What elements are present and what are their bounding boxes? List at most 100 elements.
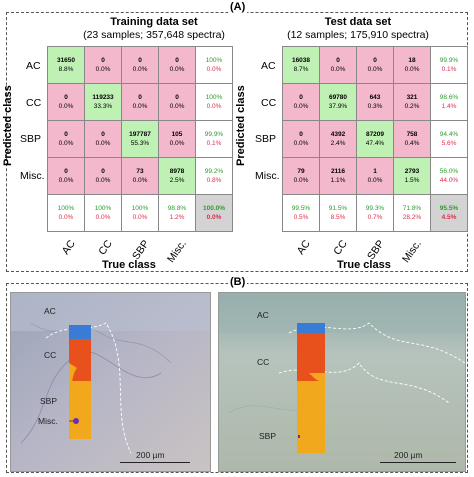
cell-primary-value: 99.5% [291, 205, 311, 212]
cell-secondary-value: 0.0% [206, 103, 222, 110]
training-cell-r2-c1: 0 0.0% [85, 121, 121, 157]
cell-secondary-value: 5.6% [441, 140, 457, 147]
cell-primary-value: 321 [406, 94, 418, 101]
test-subtitle: (12 samples; 175,910 spectra) [287, 29, 429, 41]
left-scale-label: 200 µm [136, 450, 165, 460]
cell-secondary-value: 0.0% [367, 177, 383, 184]
cell-secondary-value: 0.0% [330, 66, 346, 73]
cell-primary-value: 73 [136, 168, 144, 175]
cell-primary-value: 100% [131, 205, 149, 212]
test-cell-r4-c3: 71.8% 28.2% [394, 195, 430, 231]
cell-secondary-value: 0.0% [95, 140, 111, 147]
cell-primary-value: 0 [101, 131, 105, 138]
cell-primary-value: 0 [175, 57, 179, 64]
training-cell-r0-c0: 31650 8.8% [48, 47, 84, 83]
left-micrograph [10, 292, 211, 472]
training-confusion-matrix: 31650 8.8% 0 0.0% 0 0.0% 0 0.0% 100% 0.0% 0 0.0% 119… [47, 46, 233, 232]
left-scale-bar [120, 462, 190, 463]
training-cell-r3-c3: 8978 2.5% [159, 158, 195, 194]
cell-primary-value: 100.0% [202, 205, 226, 212]
right-micrograph-image [219, 293, 465, 471]
training-cell-r4-c4: 100.0% 0.0% [196, 195, 232, 231]
training-subtitle: (23 samples; 357,648 spectra) [83, 29, 225, 41]
cell-secondary-value: 0.5% [293, 214, 309, 221]
cell-secondary-value: 0.1% [206, 140, 222, 147]
cell-primary-value: 0 [299, 94, 303, 101]
cell-primary-value: 119233 [92, 94, 114, 101]
test-cell-r1-c3: 321 0.2% [394, 84, 430, 120]
test-cell-r0-c2: 0 0.0% [357, 47, 393, 83]
test-row-label-cc: CC [261, 97, 277, 109]
cell-primary-value: 71.8% [402, 205, 422, 212]
right-scale-bar [380, 462, 456, 463]
left-micrograph-image [11, 293, 210, 471]
cell-secondary-value: 0.3% [367, 103, 383, 110]
cell-secondary-value: 0.0% [169, 103, 185, 110]
cell-primary-value: 643 [369, 94, 381, 101]
training-cell-r1-c0: 0 0.0% [48, 84, 84, 120]
test-ylabel: Predicted class [235, 85, 247, 166]
cell-secondary-value: 0.0% [58, 103, 74, 110]
test-confusion-matrix: 16038 8.7% 0 0.0% 0 0.0% 18 0.0% 99.9% 0.1% 0 0.0% 6… [282, 46, 468, 232]
cell-primary-value: 2116 [330, 168, 346, 175]
cell-primary-value: 0 [64, 94, 68, 101]
training-cell-r4-c0: 100% 0.0% [48, 195, 84, 231]
cell-primary-value: 0 [175, 94, 179, 101]
cell-secondary-value: 47.4% [365, 140, 385, 147]
right-label-ac: AC [257, 310, 269, 320]
training-cell-r3-c2: 73 0.0% [122, 158, 158, 194]
test-cell-r1-c2: 643 0.3% [357, 84, 393, 120]
cell-secondary-value: 0.0% [58, 140, 74, 147]
cell-primary-value: 94.4% [439, 131, 459, 138]
cell-primary-value: 18 [408, 57, 416, 64]
training-row-label-ac: AC [26, 60, 41, 72]
training-row-label-sbp: SBP [20, 133, 42, 145]
training-cell-r2-c2: 197787 55.3% [122, 121, 158, 157]
test-cell-r4-c4: 95.5% 4.5% [431, 195, 467, 231]
cell-primary-value: 100% [94, 205, 112, 212]
cell-primary-value: 0 [101, 168, 105, 175]
cell-secondary-value: 2.5% [169, 177, 185, 184]
map-misc-region [73, 418, 79, 424]
cell-primary-value: 31650 [56, 57, 76, 64]
cell-secondary-value: 0.0% [169, 140, 185, 147]
test-cell-r4-c0: 99.5% 0.5% [283, 195, 319, 231]
test-cell-r1-c4: 98.6% 1.4% [431, 84, 467, 120]
test-cell-r4-c2: 99.3% 0.7% [357, 195, 393, 231]
training-cell-r0-c2: 0 0.0% [122, 47, 158, 83]
cell-primary-value: 99.2% [204, 168, 224, 175]
left-label-misc: Misc. [38, 416, 58, 426]
training-cell-r0-c1: 0 0.0% [85, 47, 121, 83]
cell-primary-value: 98.6% [439, 94, 459, 101]
cell-primary-value: 99.9% [204, 131, 224, 138]
cell-primary-value: 100% [205, 57, 223, 64]
cell-primary-value: 99.9% [439, 57, 459, 64]
training-row-label-misc: Misc. [20, 170, 45, 182]
training-cell-r0-c3: 0 0.0% [159, 47, 195, 83]
cell-secondary-value: 33.3% [93, 103, 113, 110]
cell-primary-value: 95.5% [439, 205, 459, 212]
map-sbp-region [69, 381, 91, 439]
training-row-label-cc: CC [26, 97, 42, 109]
test-cell-r3-c3: 2793 1.5% [394, 158, 430, 194]
cell-primary-value: 99.3% [365, 205, 385, 212]
cell-primary-value: 91.5% [328, 205, 348, 212]
cell-primary-value: 0 [336, 57, 340, 64]
test-cell-r3-c0: 79 0.0% [283, 158, 319, 194]
training-cell-r1-c4: 100% 0.0% [196, 84, 232, 120]
cell-secondary-value: 0.0% [132, 214, 148, 221]
training-cell-r3-c4: 99.2% 0.8% [196, 158, 232, 194]
test-cell-r2-c1: 4392 2.4% [320, 121, 356, 157]
training-cell-r2-c4: 99.9% 0.1% [196, 121, 232, 157]
cell-secondary-value: 0.0% [95, 214, 111, 221]
cell-secondary-value: 1.4% [441, 103, 457, 110]
test-cell-r0-c3: 18 0.0% [394, 47, 430, 83]
cell-secondary-value: 0.7% [367, 214, 383, 221]
cell-secondary-value: 0.4% [404, 140, 420, 147]
cell-secondary-value: 0.0% [367, 66, 383, 73]
cell-secondary-value: 1.2% [169, 214, 185, 221]
cell-secondary-value: 44.0% [439, 177, 459, 184]
left-label-sbp: SBP [40, 396, 58, 406]
cell-secondary-value: 8.7% [293, 66, 309, 73]
training-cell-r1-c3: 0 0.0% [159, 84, 195, 120]
